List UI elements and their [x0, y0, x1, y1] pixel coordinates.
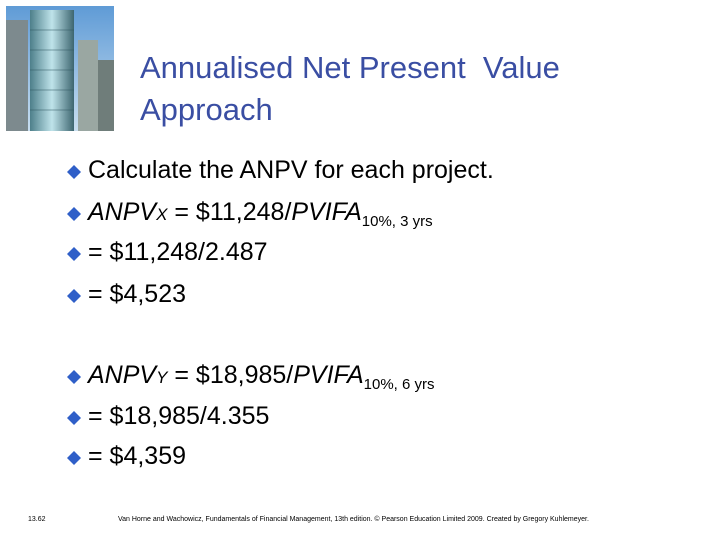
bullet: = $18,985/4.355	[66, 404, 269, 504]
bullet-text: Calculate the ANPV for each project.	[88, 156, 494, 184]
bullet-text: = $4,523	[88, 280, 187, 308]
bullet: = $11,248/2.487	[66, 240, 268, 340]
bullet: = $4,523	[66, 282, 186, 382]
title-line: Annualised Net Present Value	[140, 50, 560, 85]
bullet: ANPVY = $18,985/PVIFA10%, 6 yrs	[66, 363, 435, 463]
building-photo	[6, 6, 114, 131]
variable: ANPV	[88, 361, 157, 389]
bullet-text: = $18,985/4.355	[88, 402, 270, 430]
factor-subscript: 10%, 6 yrs	[363, 376, 435, 393]
equation: = $18,985/	[167, 361, 294, 389]
variable-subscript: X	[156, 205, 168, 224]
equation: = $11,248/	[167, 198, 292, 226]
bullet: ANPVX = $11,248/PVIFA10%, 3 yrs	[66, 200, 433, 300]
variable: ANPV	[88, 198, 157, 226]
bullet-text: = $4,359	[88, 442, 187, 470]
bullet-text: = $11,248/2.487	[88, 238, 268, 266]
factor-subscript: 10%, 3 yrs	[361, 213, 433, 230]
bullet: = $4,359	[66, 444, 186, 544]
factor: PVIFA	[293, 361, 364, 389]
variable-subscript: Y	[156, 368, 168, 387]
factor: PVIFA	[291, 198, 362, 226]
slide-number: 13.62	[28, 516, 46, 523]
title-line: Approach	[140, 92, 273, 127]
footer: Van Horne and Wachowicz, Fundamentals of…	[118, 516, 589, 523]
bullet: Calculate the ANPV for each project.	[66, 158, 494, 258]
